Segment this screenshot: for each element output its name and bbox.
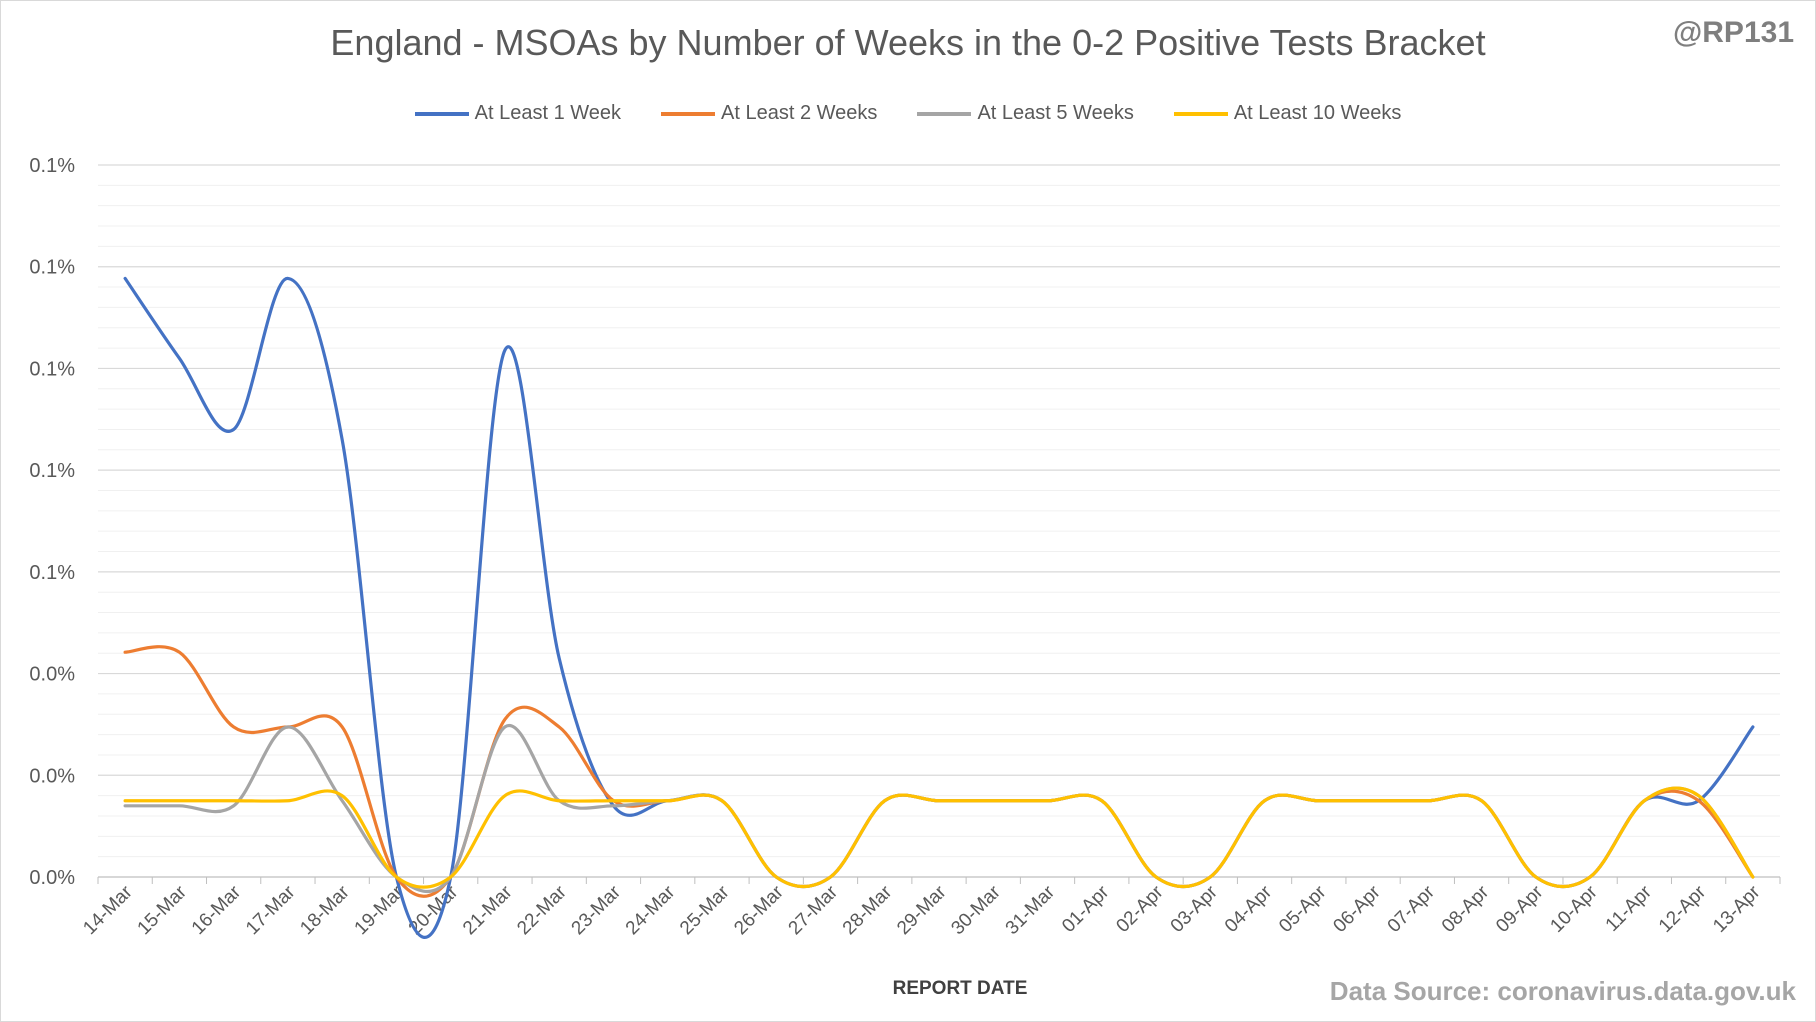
x-tick-label: 11-Apr: [1602, 881, 1657, 936]
legend-swatch: [414, 111, 469, 116]
x-tick-label: 18-Mar: [296, 881, 354, 939]
x-tick-label: 08-Apr: [1438, 881, 1494, 937]
x-tick-label: 22-Mar: [513, 881, 571, 939]
series-line-at-least-10-weeks: [123, 786, 1755, 889]
chart-legend: At Least 1 Week At Least 2 Weeks At Least …: [0, 102, 1816, 125]
y-tick-label: 0.1%: [29, 460, 75, 482]
legend-label: At Least 5 Weeks: [977, 102, 1134, 124]
series-line-at-least-2-weeks: [123, 645, 1755, 898]
x-tick-label: 29-Mar: [893, 881, 951, 939]
x-tick-label: 12-Apr: [1655, 881, 1711, 937]
x-tick-label: 30-Mar: [947, 881, 1005, 939]
x-tick-label: 03-Apr: [1167, 881, 1223, 937]
x-tick-label: 25-Mar: [676, 881, 734, 939]
x-tick-label: 05-Apr: [1275, 881, 1331, 937]
x-tick-label: 09-Apr: [1492, 881, 1548, 937]
y-tick-label: 0.0%: [29, 765, 75, 787]
legend-label: At Least 10 Weeks: [1233, 102, 1402, 124]
legend-label: At Least 2 Weeks: [721, 102, 878, 124]
x-tick-label: 07-Apr: [1384, 881, 1440, 937]
y-tick-label: 0.0%: [29, 664, 75, 686]
legend-item-at-least-5-weeks: At Least 5 Weeks: [917, 102, 1134, 125]
x-tick-label: 02-Apr: [1112, 881, 1168, 937]
legend-label: At Least 1 Week: [474, 102, 622, 124]
legend-item-at-least-10-weeks: At Least 10 Weeks: [1173, 102, 1402, 125]
series-line-at-least-5-weeks: [123, 723, 1755, 894]
y-tick-label: 0.1%: [29, 257, 75, 279]
watermark-handle: @RP131: [1673, 16, 1794, 49]
x-tick-label: 15-Mar: [134, 881, 192, 939]
legend-item-at-least-1-week: At Least 1 Week: [414, 102, 622, 125]
legend-swatch: [1173, 111, 1228, 116]
x-tick-label: 23-Mar: [568, 881, 626, 939]
x-tick-label: 28-Mar: [839, 881, 897, 939]
x-tick-label: 16-Mar: [188, 881, 246, 939]
legend-swatch: [661, 111, 716, 116]
y-tick-label: 0.0%: [29, 867, 75, 889]
data-source-note: Data Source: coronavirus.data.gov.uk: [1329, 976, 1796, 1006]
x-tick-label: 17-Mar: [242, 881, 300, 939]
legend-item-at-least-2-weeks: At Least 2 Weeks: [661, 102, 877, 125]
x-axis-title: REPORT DATE: [892, 978, 1028, 999]
y-tick-label: 0.1%: [29, 358, 75, 380]
y-tick-label: 0.1%: [29, 155, 75, 177]
x-tick-label: 31-Mar: [1002, 881, 1060, 939]
chart-title: England - MSOAs by Number of Weeks in th…: [330, 22, 1486, 63]
x-tick-label: 06-Apr: [1329, 881, 1385, 937]
y-tick-label: 0.1%: [29, 562, 75, 584]
x-tick-label: 10-Apr: [1546, 881, 1602, 937]
x-tick-label: 24-Mar: [622, 881, 680, 939]
x-tick-label: 13-Apr: [1709, 881, 1765, 937]
x-tick-label: 04-Apr: [1221, 881, 1277, 937]
x-tick-label: 21-Mar: [459, 881, 517, 939]
legend-swatch: [917, 111, 972, 116]
x-tick-label: 01-Apr: [1058, 881, 1114, 937]
x-tick-label: 26-Mar: [730, 881, 788, 939]
x-tick-label: 27-Mar: [785, 881, 843, 939]
x-tick-label: 14-Mar: [79, 881, 137, 939]
